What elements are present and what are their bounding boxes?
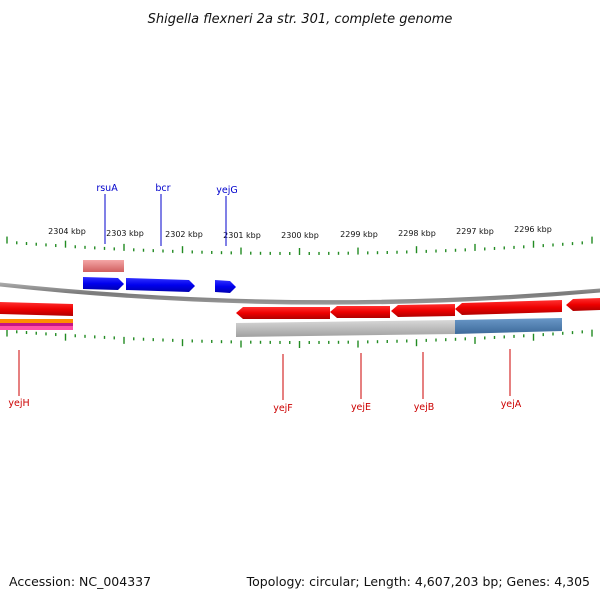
gene-label-yejF[interactable]: yejF <box>273 403 293 414</box>
gene-label-yejB[interactable]: yejB <box>414 402 435 413</box>
feature-block[interactable] <box>83 260 124 272</box>
gene-arrow-rsuA[interactable] <box>83 277 124 290</box>
tick-ring-inner <box>6 329 593 348</box>
forward-strand-features <box>83 260 236 293</box>
kbp-label: 2299 kbp <box>340 230 378 239</box>
kbp-labels: 2304 kbp 2303 kbp 2302 kbp 2301 kbp 2300… <box>48 225 552 240</box>
feature-stripe-pink <box>0 326 73 330</box>
kbp-label: 2300 kbp <box>281 231 319 240</box>
gene-arrow-yejE[interactable] <box>330 306 390 318</box>
feature-stripe-orange <box>0 319 73 323</box>
gene-arrow-yejH[interactable] <box>0 302 73 316</box>
reverse-strand-features <box>0 298 600 337</box>
kbp-label: 2298 kbp <box>398 229 436 238</box>
kbp-label: 2303 kbp <box>106 229 144 238</box>
forward-gene-labels: rsuA bcr yejG <box>96 183 238 246</box>
kbp-label: 2302 kbp <box>165 230 203 239</box>
gene-label-yejG[interactable]: yejG <box>216 185 237 196</box>
genome-backbone <box>0 282 600 305</box>
kbp-label: 2304 kbp <box>48 227 86 236</box>
kbp-label: 2301 kbp <box>223 231 261 240</box>
gene-arrow-yejF[interactable] <box>236 307 330 319</box>
genome-summary-text: Topology: circular; Length: 4,607,203 bp… <box>246 574 590 589</box>
gene-arrow-yejB[interactable] <box>391 304 455 317</box>
gene-arrow-bcr[interactable] <box>126 278 195 292</box>
gene-arrow-yejG[interactable] <box>215 280 236 293</box>
gene-label-bcr[interactable]: bcr <box>155 183 170 194</box>
gene-label-rsuA[interactable]: rsuA <box>96 183 118 194</box>
reverse-gene-labels: yejH yejF yejE yejB yejA <box>8 349 522 414</box>
feature-stripe-magenta <box>0 323 73 326</box>
kbp-label: 2296 kbp <box>514 225 552 234</box>
gene-arrow-yejA[interactable] <box>455 300 562 315</box>
accession-text: Accession: NC_004337 <box>9 574 151 589</box>
gene-arrow-edge[interactable] <box>566 298 600 311</box>
gene-label-yejH[interactable]: yejH <box>8 398 29 409</box>
kbp-label: 2297 kbp <box>456 227 494 236</box>
gene-label-yejA[interactable]: yejA <box>501 399 522 410</box>
gene-label-yejE[interactable]: yejE <box>351 402 371 413</box>
tick-ring-outer <box>6 236 593 255</box>
feature-block-steel[interactable] <box>455 318 562 334</box>
genome-title: Shigella flexneri 2a str. 301, complete … <box>148 12 453 27</box>
feature-block-gray[interactable] <box>236 320 455 337</box>
